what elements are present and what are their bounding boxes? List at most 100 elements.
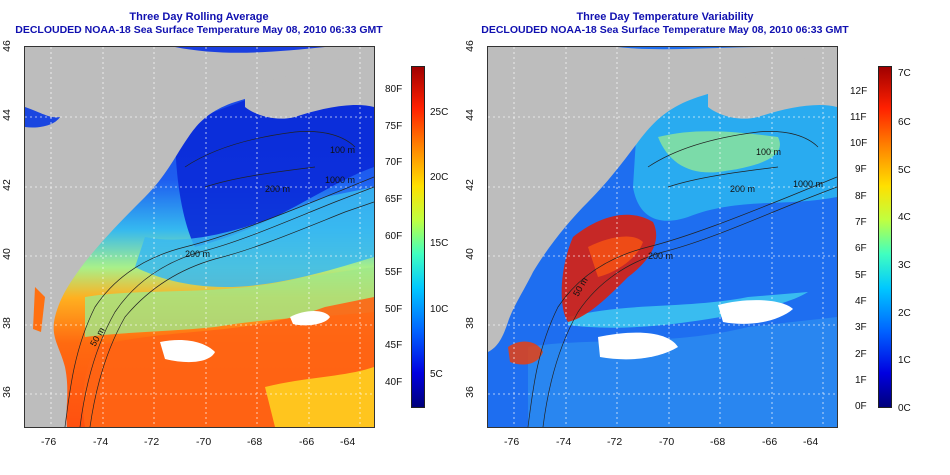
contour-label: 100 m xyxy=(756,147,781,157)
left-title: Three Day Rolling Average xyxy=(129,11,269,23)
colorbar-f-tick: 0F xyxy=(855,401,867,412)
lon-tick-label: -72 xyxy=(607,436,623,448)
lat-tick-label: 42 xyxy=(463,179,476,191)
colorbar-f-tick: 7F xyxy=(855,217,867,228)
cloud-patch xyxy=(598,332,678,360)
high-variability-core xyxy=(588,236,643,277)
left-sst-map[interactable]: 50 m 200 m 1000 m 100 m 200 m xyxy=(24,46,375,428)
contour-label: 100 m xyxy=(330,145,355,155)
lat-tick-label: 44 xyxy=(463,109,476,121)
colorbar-c-tick: 2C xyxy=(898,308,911,319)
lon-tick-label: -66 xyxy=(299,436,315,448)
contour-label: 200 m xyxy=(730,184,755,194)
lon-tick-label: -70 xyxy=(659,436,675,448)
delaware-bay xyxy=(33,287,45,332)
bathymetry-contours xyxy=(64,131,374,427)
colorbar-f-tick: 80F xyxy=(385,84,403,95)
high-variability-patch xyxy=(508,341,543,365)
lat-tick-label: 44 xyxy=(0,109,13,121)
shelf-water-region xyxy=(135,187,374,287)
lat-tick-label: 40 xyxy=(0,248,13,260)
contour-label: 1000 m xyxy=(325,175,355,185)
colorbar-f-tick: 10F xyxy=(850,138,868,149)
lat-tick-label: 36 xyxy=(0,386,13,398)
left-subtitle: DECLOUDED NOAA-18 Sea Surface Temperatur… xyxy=(15,24,383,36)
colorbar-f-tick: 12F xyxy=(850,86,868,97)
lon-tick-label: -64 xyxy=(803,436,819,448)
colorbar-c-tick: 0C xyxy=(898,403,911,414)
colorbar-f-tick: 70F xyxy=(385,157,403,168)
right-variability-map-svg: 200 m 50 m 100 m 1000 m 200 m xyxy=(488,47,837,427)
graticule xyxy=(25,47,374,427)
colorbar-f-tick: 2F xyxy=(855,349,867,360)
right-variability-map[interactable]: 200 m 50 m 100 m 1000 m 200 m xyxy=(487,46,838,428)
colorbar-c-tick: 6C xyxy=(898,117,911,128)
colorbar-f-tick: 40F xyxy=(385,377,403,388)
contour-label: 1000 m xyxy=(793,179,823,189)
nova-scotia xyxy=(708,47,837,119)
colorbar-f-tick: 6F xyxy=(855,243,867,254)
right-panel-title: Three Day Temperature Variability DECLOU… xyxy=(466,11,864,37)
colorbar-c-tick: 4C xyxy=(898,212,911,223)
slope-water-region xyxy=(85,267,374,337)
cloud-patch xyxy=(718,300,793,324)
lat-tick-label: 42 xyxy=(0,179,13,191)
colorbar-f-tick: 8F xyxy=(855,191,867,202)
colorbar-f-tick: 9F xyxy=(855,164,867,175)
colorbar-c-tick: 5C xyxy=(430,369,443,380)
colorbar-f-tick: 65F xyxy=(385,194,403,205)
colorbar-f-tick: 4F xyxy=(855,296,867,307)
lon-tick-label: -72 xyxy=(144,436,160,448)
lat-tick-label: 46 xyxy=(0,40,13,52)
lon-tick-label: -74 xyxy=(556,436,572,448)
left-sst-map-svg: 50 m 200 m 1000 m 100 m 200 m xyxy=(25,47,374,427)
colorbar-f-tick: 75F xyxy=(385,121,403,132)
cloud-patch xyxy=(160,340,215,363)
lat-tick-label: 38 xyxy=(0,317,13,329)
colorbar-f-tick: 45F xyxy=(385,340,403,351)
colorbar-f-tick: 1F xyxy=(855,375,867,386)
lat-tick-label: 38 xyxy=(463,317,476,329)
bathymetry-contours xyxy=(527,131,837,427)
variability-green xyxy=(658,131,780,173)
land-mass xyxy=(488,47,837,352)
colorbar-f-tick: 3F xyxy=(855,322,867,333)
colorbar-f-tick: 60F xyxy=(385,231,403,242)
left-colorbar xyxy=(411,66,425,408)
cloud-patch xyxy=(290,311,330,326)
lon-tick-label: -66 xyxy=(762,436,778,448)
right-subtitle: DECLOUDED NOAA-18 Sea Surface Temperatur… xyxy=(481,24,849,36)
lon-tick-label: -74 xyxy=(93,436,109,448)
graticule xyxy=(488,47,837,427)
nova-scotia xyxy=(245,47,374,119)
colorbar-f-tick: 50F xyxy=(385,304,403,315)
right-title: Three Day Temperature Variability xyxy=(576,11,754,23)
contour-label: 200 m xyxy=(185,249,210,259)
lat-tick-label: 46 xyxy=(463,40,476,52)
colorbar-c-tick: 7C xyxy=(898,68,911,79)
colorbar-c-tick: 5C xyxy=(898,165,911,176)
colorbar-c-tick: 1C xyxy=(898,355,911,366)
colorbar-c-tick: 3C xyxy=(898,260,911,271)
contour-label: 200 m xyxy=(648,251,673,261)
colorbar-f-tick: 55F xyxy=(385,267,403,278)
right-colorbar xyxy=(878,66,892,408)
left-panel-title: Three Day Rolling Average DECLOUDED NOAA… xyxy=(0,11,398,37)
lon-tick-label: -76 xyxy=(504,436,520,448)
lon-tick-label: -64 xyxy=(340,436,356,448)
lon-tick-label: -68 xyxy=(710,436,726,448)
lon-tick-label: -70 xyxy=(196,436,212,448)
colorbar-c-tick: 15C xyxy=(430,238,449,249)
lon-tick-label: -76 xyxy=(41,436,57,448)
lat-tick-label: 40 xyxy=(463,248,476,260)
lon-tick-label: -68 xyxy=(247,436,263,448)
colorbar-f-tick: 5F xyxy=(855,270,867,281)
colorbar-c-tick: 10C xyxy=(430,304,449,315)
colorbar-c-tick: 25C xyxy=(430,107,449,118)
lat-tick-label: 36 xyxy=(463,386,476,398)
land-mass xyxy=(25,47,374,427)
warm-yellow-region xyxy=(265,367,374,427)
contour-label: 200 m xyxy=(265,184,290,194)
colorbar-c-tick: 20C xyxy=(430,172,449,183)
colorbar-f-tick: 11F xyxy=(850,112,867,123)
